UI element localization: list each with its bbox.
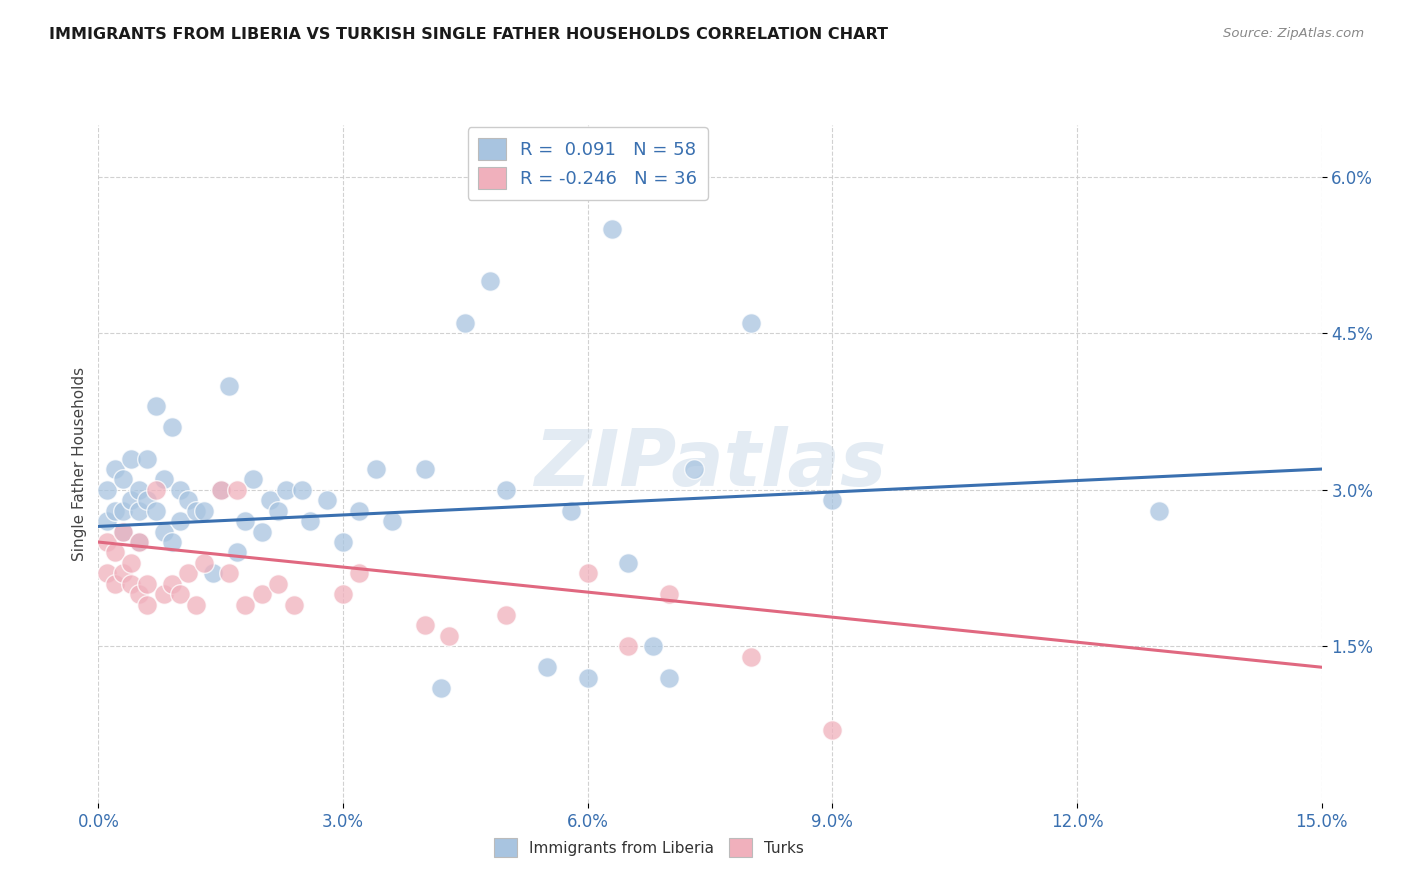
Point [250, 524, 273, 539]
Point [740, 649, 762, 664]
Point [315, 493, 337, 508]
Point [226, 545, 249, 559]
Point [332, 587, 354, 601]
Point [145, 504, 167, 518]
Point [233, 514, 256, 528]
Point [536, 660, 558, 674]
Point [160, 420, 183, 434]
Point [267, 504, 290, 518]
Point [111, 504, 134, 518]
Text: ZIPatlas: ZIPatlas [534, 425, 886, 502]
Point [576, 671, 599, 685]
Point [136, 576, 159, 591]
Point [332, 535, 354, 549]
Point [128, 504, 150, 518]
Point [617, 556, 640, 570]
Point [104, 545, 127, 559]
Point [226, 483, 249, 497]
Point [152, 524, 174, 539]
Point [169, 587, 191, 601]
Point [454, 316, 477, 330]
Y-axis label: Single Father Households: Single Father Households [72, 367, 87, 561]
Point [821, 723, 844, 737]
Point [821, 493, 844, 508]
Point [96, 483, 118, 497]
Point [201, 566, 224, 581]
Point [560, 504, 582, 518]
Point [233, 598, 256, 612]
Point [104, 462, 127, 476]
Point [413, 462, 436, 476]
Point [120, 451, 142, 466]
Point [136, 451, 159, 466]
Point [111, 524, 134, 539]
Point [160, 535, 183, 549]
Point [169, 483, 191, 497]
Point [169, 514, 191, 528]
Point [381, 514, 404, 528]
Point [111, 524, 134, 539]
Point [478, 274, 501, 288]
Point [136, 493, 159, 508]
Point [242, 473, 264, 487]
Point [120, 493, 142, 508]
Point [145, 483, 167, 497]
Point [274, 483, 297, 497]
Point [283, 598, 305, 612]
Point [120, 576, 142, 591]
Point [111, 473, 134, 487]
Point [364, 462, 387, 476]
Point [186, 504, 208, 518]
Point [658, 671, 681, 685]
Point [658, 587, 681, 601]
Point [186, 598, 208, 612]
Point [209, 483, 232, 497]
Point [136, 598, 159, 612]
Point [218, 566, 240, 581]
Point [1147, 504, 1170, 518]
Point [104, 576, 127, 591]
Point [299, 514, 322, 528]
Point [120, 556, 142, 570]
Point [437, 629, 460, 643]
Point [430, 681, 453, 695]
Point [128, 483, 150, 497]
Point [600, 222, 623, 236]
Point [291, 483, 314, 497]
Legend: Immigrants from Liberia, Turks: Immigrants from Liberia, Turks [488, 832, 810, 863]
Point [641, 640, 664, 654]
Point [349, 566, 371, 581]
Point [218, 378, 240, 392]
Point [250, 587, 273, 601]
Point [413, 618, 436, 632]
Point [128, 587, 150, 601]
Point [193, 504, 215, 518]
Point [267, 576, 290, 591]
Point [740, 316, 762, 330]
Point [209, 483, 232, 497]
Point [160, 576, 183, 591]
Point [177, 566, 200, 581]
Point [104, 504, 127, 518]
Text: IMMIGRANTS FROM LIBERIA VS TURKISH SINGLE FATHER HOUSEHOLDS CORRELATION CHART: IMMIGRANTS FROM LIBERIA VS TURKISH SINGL… [49, 27, 889, 42]
Point [145, 400, 167, 414]
Point [152, 473, 174, 487]
Point [96, 514, 118, 528]
Point [177, 493, 200, 508]
Point [96, 566, 118, 581]
Point [193, 556, 215, 570]
Point [259, 493, 281, 508]
Point [349, 504, 371, 518]
Point [128, 535, 150, 549]
Point [576, 566, 599, 581]
Point [128, 535, 150, 549]
Point [495, 608, 517, 623]
Point [617, 640, 640, 654]
Text: Source: ZipAtlas.com: Source: ZipAtlas.com [1223, 27, 1364, 40]
Point [682, 462, 704, 476]
Point [111, 566, 134, 581]
Point [96, 535, 118, 549]
Point [495, 483, 517, 497]
Point [152, 587, 174, 601]
